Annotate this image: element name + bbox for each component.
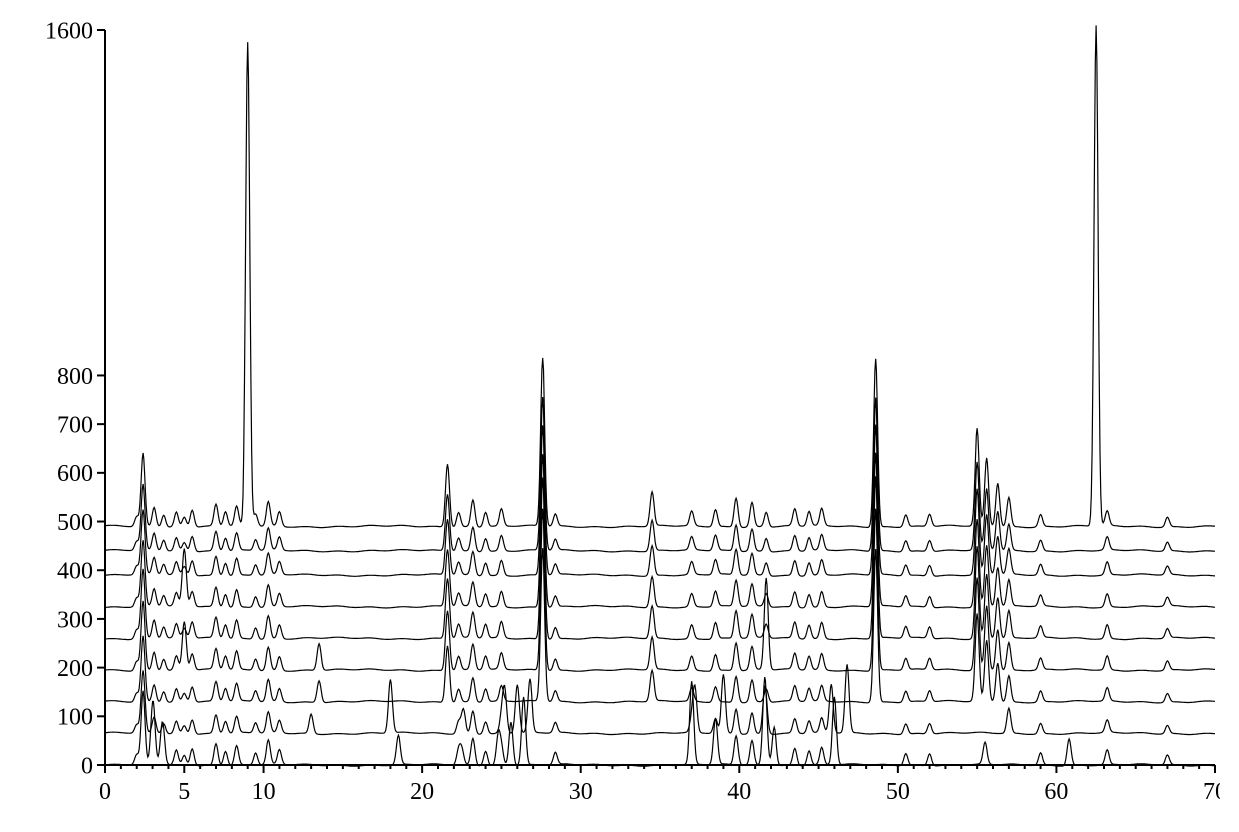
x-tick-label: 40 (727, 779, 751, 805)
x-tick-label: 70 (1203, 779, 1220, 805)
trace-7 (105, 397, 1215, 552)
chromatogram-chart: 0510203040506070010020030040050060070080… (20, 20, 1220, 810)
x-tick-label: 30 (569, 779, 593, 805)
trace-0 (105, 677, 1215, 766)
y-tick-label: 1600 (45, 20, 93, 44)
chart-svg: 0510203040506070010020030040050060070080… (20, 20, 1220, 810)
y-tick-label: 200 (57, 656, 93, 682)
x-tick-label: 5 (178, 779, 190, 805)
x-tick-label: 60 (1044, 779, 1068, 805)
y-tick-label: 400 (57, 559, 93, 585)
trace-4 (105, 476, 1215, 639)
trace-6 (105, 425, 1215, 577)
trace-5 (105, 453, 1215, 608)
trace-3 (105, 509, 1215, 672)
x-tick-label: 20 (410, 779, 434, 805)
y-tick-label: 100 (57, 705, 93, 731)
trace-2 (105, 548, 1215, 703)
trace-1 (105, 664, 1215, 734)
x-tick-label: 10 (252, 779, 276, 805)
y-tick-label: 300 (57, 607, 93, 633)
trace-8 (105, 25, 1215, 527)
x-tick-label: 50 (886, 779, 910, 805)
y-tick-label: 800 (57, 364, 93, 390)
x-tick-label: 0 (99, 779, 111, 805)
y-tick-label: 500 (57, 510, 93, 536)
y-tick-label: 0 (81, 753, 93, 779)
y-tick-label: 700 (57, 413, 93, 439)
y-tick-label: 600 (57, 461, 93, 487)
